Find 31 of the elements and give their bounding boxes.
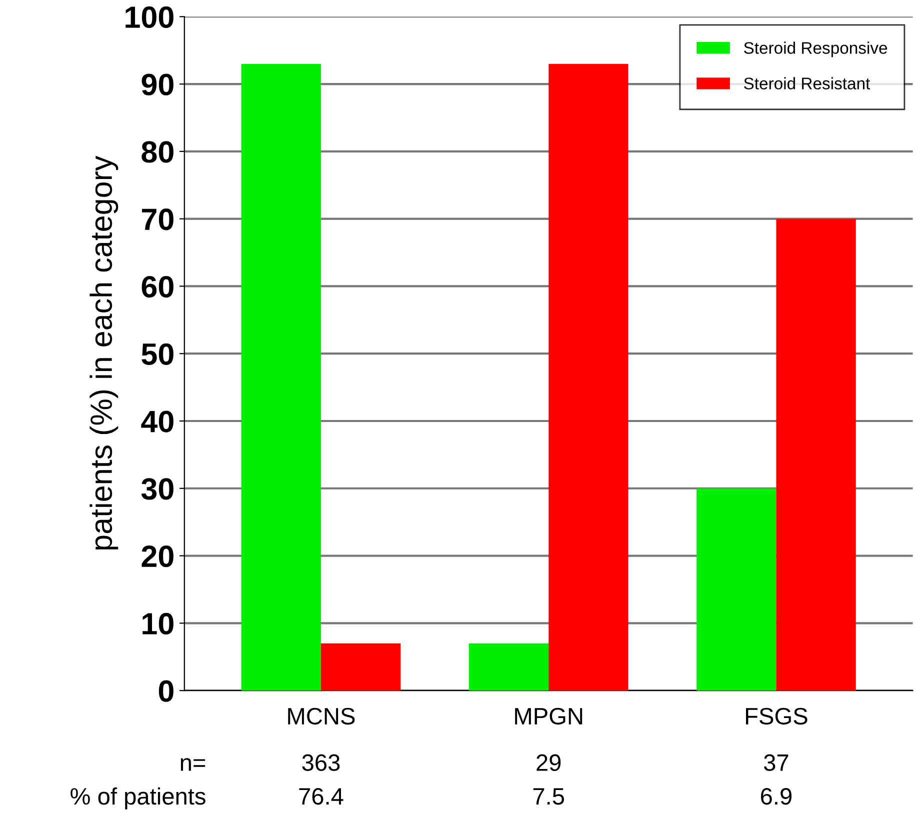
bar: [776, 218, 856, 691]
text: 7.5: [533, 788, 564, 805]
y-tick-label: 0: [158, 680, 174, 702]
y-tick-label: 20: [142, 546, 174, 568]
y-tick-label: 40: [141, 410, 174, 432]
legend-label: Steroid Resistant: [744, 77, 870, 90]
bar: [241, 64, 321, 691]
y-tick-label: 80: [142, 141, 174, 163]
text: n=: [180, 758, 206, 771]
x-tick-label: FSGS: [746, 708, 808, 725]
text: 76.4: [299, 788, 344, 805]
y-tick-label: 30: [141, 478, 174, 500]
y-tick-label: 10: [142, 612, 174, 635]
text: % of patients: [70, 787, 206, 810]
legend-label: Steroid Responsive: [744, 42, 888, 58]
bar: [696, 488, 776, 691]
y-axis-title: patients (%) in each category: [90, 156, 118, 550]
y-tick-label: 50: [142, 343, 174, 365]
text: 6.9: [761, 788, 792, 805]
y-tick-label: 90: [142, 74, 174, 96]
y-tick-label: 70: [142, 208, 174, 230]
text: 363: [302, 754, 340, 772]
x-tick-label: MCNS: [288, 708, 355, 725]
bar: [320, 643, 401, 691]
y-tick-label: 60: [142, 276, 174, 298]
x-tick-label: MPGN: [515, 708, 582, 725]
bar: [468, 643, 549, 691]
text: 29: [536, 754, 561, 772]
text: 37: [764, 754, 788, 772]
bar: [548, 64, 628, 691]
y-tick-label: 100: [126, 6, 174, 28]
